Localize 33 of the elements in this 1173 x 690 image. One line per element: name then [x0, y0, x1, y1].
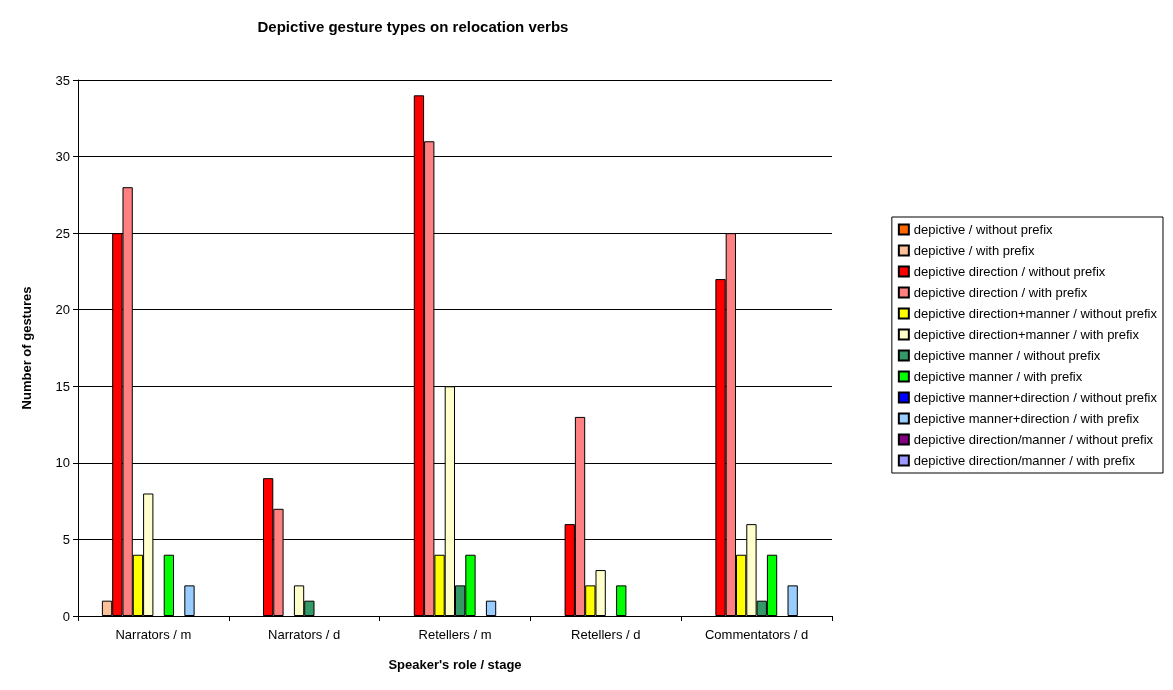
x-tick-label: Retellers / m: [418, 627, 492, 642]
legend-label: depictive direction / without prefix: [913, 264, 1106, 279]
chart-title: Depictive gesture types on relocation verbs: [257, 18, 569, 35]
legend-label: depictive direction / with prefix: [913, 285, 1088, 300]
x-tick-label: Commentators / d: [704, 627, 809, 642]
legend-label: depictive / with prefix: [913, 243, 1036, 258]
x-axis-title: Speaker's role / stage: [388, 657, 522, 672]
x-tick-label: Retellers / d: [571, 627, 641, 642]
legend-label: depictive manner / without prefix: [913, 348, 1101, 363]
legend-label: depictive direction+manner / with prefix: [913, 327, 1140, 342]
y-tick-label: 30: [55, 149, 70, 165]
legend-label: depictive direction+manner / without prefix: [913, 306, 1158, 321]
legend-label: depictive manner / with prefix: [913, 369, 1083, 384]
legend-label: depictive manner+direction / without prefix: [913, 390, 1158, 405]
legend-label: depictive manner+direction / with prefix: [913, 411, 1140, 426]
y-tick-label: 10: [55, 455, 70, 471]
x-tick-label: Narrators / d: [268, 627, 341, 642]
bar: [787, 585, 798, 616]
y-tick-label: 5: [62, 531, 70, 547]
y-tick-label: 0: [62, 608, 70, 624]
legend-label: depictive direction/manner / without prefix: [913, 432, 1154, 447]
y-tick-label: 15: [55, 378, 70, 394]
y-axis-title: Number of gestures: [19, 286, 34, 410]
bar: [485, 600, 497, 616]
bar: [163, 554, 175, 616]
x-tick-label: Narrators / m: [115, 627, 192, 642]
bar: [184, 585, 195, 616]
y-tick-label: 20: [55, 302, 70, 318]
y-tick-label: 35: [55, 72, 70, 88]
legend-label: depictive direction/manner / with prefix: [913, 453, 1136, 468]
bar: [616, 585, 627, 616]
legend-label: depictive / without prefix: [913, 222, 1054, 237]
y-tick-label: 25: [55, 225, 70, 241]
